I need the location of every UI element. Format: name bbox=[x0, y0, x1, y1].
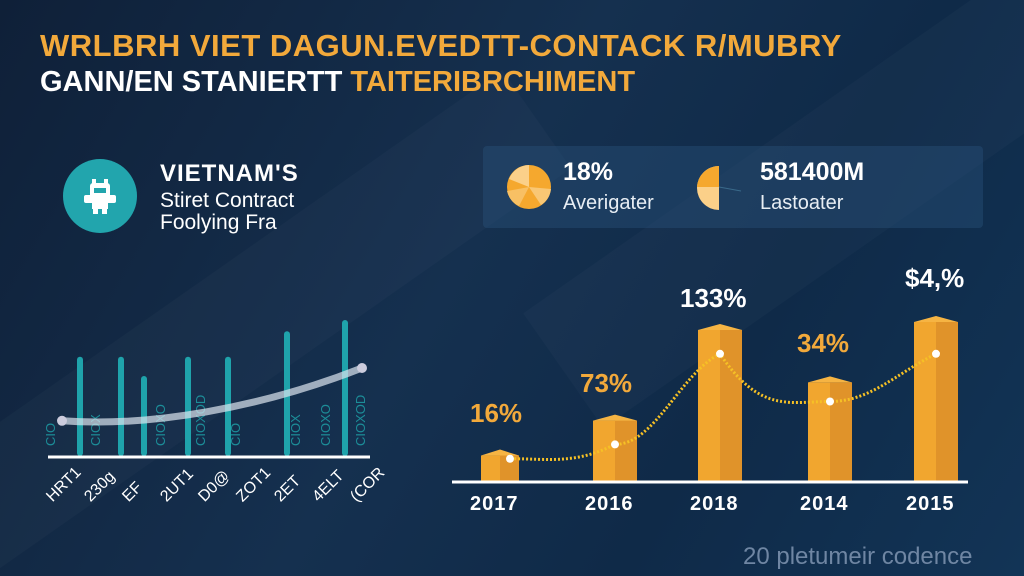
left-vertical-text: CIOXO bbox=[318, 404, 333, 446]
left-bar bbox=[342, 320, 348, 456]
right-bar-shade bbox=[830, 382, 852, 481]
left-bar bbox=[185, 356, 191, 456]
stats-panel: 18% Averigater 581400M Lastoater bbox=[483, 146, 983, 228]
right-data-label: 16% bbox=[470, 398, 523, 428]
subtitle: GANN/EN STANIERTT TAITERIBRCHIMENT bbox=[40, 66, 635, 99]
left-bar bbox=[118, 356, 124, 456]
stat-value-2: 581400M bbox=[760, 158, 865, 186]
right-bar-shade bbox=[615, 420, 637, 481]
robot-icon bbox=[63, 159, 137, 233]
left-vertical-text: CIOXOD bbox=[353, 395, 368, 446]
right-trend-point bbox=[506, 454, 514, 463]
pie-icon bbox=[507, 165, 551, 209]
subtitle-accent: TAITERIBRCHIMENT bbox=[350, 66, 636, 98]
stat-label-1: Averigater bbox=[563, 192, 654, 214]
right-x-tick: 2017 bbox=[470, 493, 519, 515]
right-bar-cap bbox=[698, 323, 742, 330]
right-bar-cap bbox=[914, 316, 958, 322]
right-x-tick: 2016 bbox=[585, 493, 634, 515]
left-vertical-text: CIOXO bbox=[153, 404, 168, 446]
right-x-tick: 2015 bbox=[906, 493, 955, 515]
right-trend-point bbox=[826, 397, 834, 406]
left-vertical-text: CIOX bbox=[288, 414, 303, 446]
pie-icon bbox=[697, 165, 742, 210]
brand-line-1: Stiret Contract bbox=[160, 189, 295, 212]
left-vertical-text: CIO bbox=[43, 423, 58, 446]
right-x-tick: 2014 bbox=[800, 493, 849, 515]
right-bar-cap bbox=[481, 449, 519, 456]
right-data-label: 73% bbox=[580, 368, 633, 398]
right-bar-cap bbox=[593, 414, 637, 421]
left-trend-point bbox=[57, 415, 67, 426]
stat-value-1: 18% bbox=[563, 158, 614, 186]
right-trend-point bbox=[716, 349, 724, 358]
right-data-label: $4,% bbox=[905, 263, 965, 293]
brand-subtitle: Stiret Contract Foolying Fra bbox=[160, 190, 294, 234]
subtitle-white: GANN/EN STANIERTT bbox=[40, 66, 343, 98]
left-trend-line bbox=[58, 364, 366, 426]
right-trend-point bbox=[611, 440, 619, 449]
right-bar-shade bbox=[936, 322, 958, 481]
brand-heading: VIETNAM'S bbox=[160, 160, 299, 187]
left-vertical-text: CIO bbox=[228, 423, 243, 446]
footer-text: 20 pletumeir codence bbox=[743, 543, 973, 570]
right-trend-point bbox=[932, 349, 940, 358]
right-bar-shade bbox=[500, 455, 519, 481]
brand-line-2: Foolying Fra bbox=[160, 211, 277, 234]
right-x-tick: 2018 bbox=[690, 493, 739, 515]
right-data-label: 34% bbox=[797, 328, 850, 358]
left-trend-point bbox=[357, 363, 367, 373]
right-data-label: 133% bbox=[680, 283, 747, 313]
right-bar-cap bbox=[808, 376, 852, 383]
main-title: WRLBRH VIET DAGUN.EVEDTT-CONTACK R/MUBRY bbox=[40, 28, 842, 63]
left-bar bbox=[77, 356, 83, 456]
left-bar bbox=[141, 376, 147, 456]
stat-label-2: Lastoater bbox=[760, 192, 844, 214]
right-bar-shade bbox=[720, 329, 742, 481]
left-vertical-text: CIOXOD bbox=[193, 395, 208, 446]
